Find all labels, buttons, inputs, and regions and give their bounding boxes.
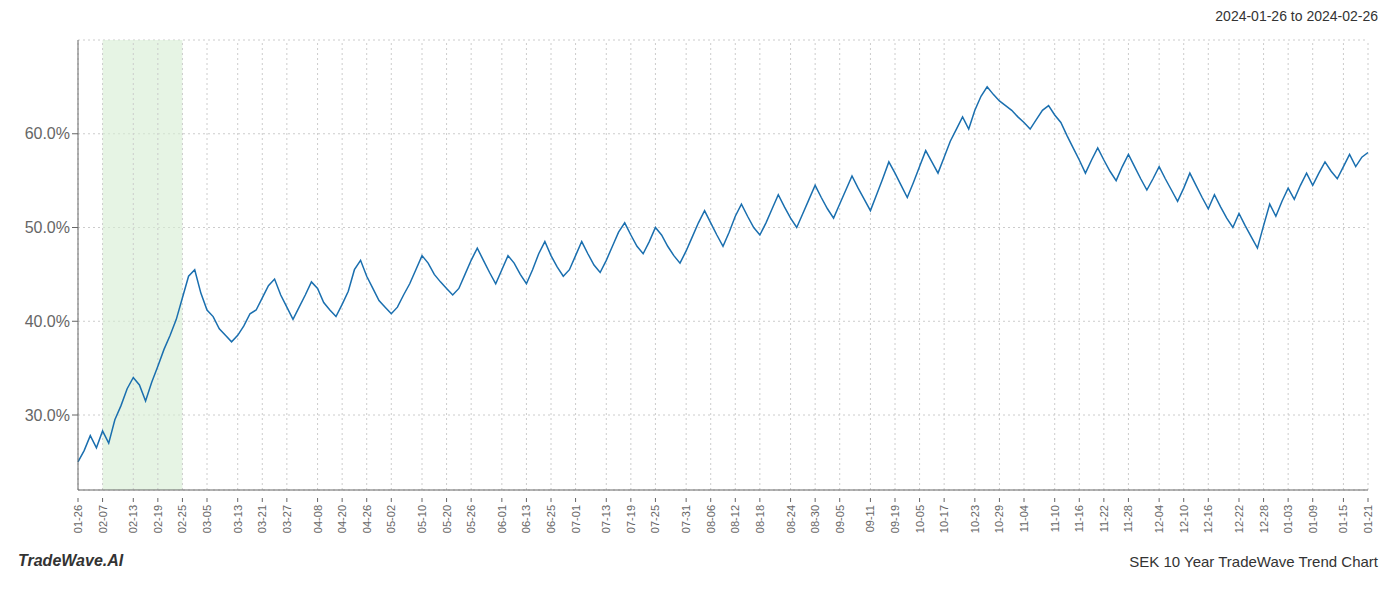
svg-text:12-10: 12-10 (1178, 505, 1190, 533)
html-text:2024-01-26 to 2024-02-26: 2024-01-26 to 2024-02-26 (1215, 8, 1378, 24)
svg-text:03-27: 03-27 (281, 505, 293, 533)
svg-text:01-03: 01-03 (1282, 505, 1294, 533)
svg-text:30.0%: 30.0% (25, 407, 70, 424)
svg-text:02-07: 02-07 (97, 505, 109, 533)
svg-text:06-13: 06-13 (520, 505, 532, 533)
svg-text:05-26: 05-26 (465, 505, 477, 533)
svg-text:08-24: 08-24 (785, 505, 797, 533)
svg-text:01-26: 01-26 (72, 505, 84, 533)
svg-text:06-01: 06-01 (496, 505, 508, 533)
svg-text:05-20: 05-20 (441, 505, 453, 533)
svg-text:07-01: 07-01 (570, 505, 582, 533)
svg-text:10-23: 10-23 (969, 505, 981, 533)
svg-text:40.0%: 40.0% (25, 313, 70, 330)
svg-text:07-19: 07-19 (625, 505, 637, 533)
svg-text:11-04: 11-04 (1018, 505, 1030, 532)
svg-text:12-28: 12-28 (1258, 505, 1270, 533)
svg-text:10-05: 10-05 (914, 505, 926, 533)
svg-text:02-13: 02-13 (127, 505, 139, 533)
svg-text:02-25: 02-25 (176, 505, 188, 533)
svg-text:12-04: 12-04 (1153, 505, 1165, 533)
svg-text:09-11: 09-11 (864, 505, 876, 532)
svg-text:11-28: 11-28 (1122, 505, 1134, 532)
svg-text:10-17: 10-17 (938, 505, 950, 533)
svg-text:03-13: 03-13 (232, 505, 244, 533)
svg-text:01-09: 01-09 (1307, 505, 1319, 533)
svg-text:04-20: 04-20 (336, 505, 348, 533)
svg-text:07-25: 07-25 (649, 505, 661, 533)
svg-text:11-10: 11-10 (1049, 505, 1061, 532)
svg-text:11-22: 11-22 (1098, 505, 1110, 532)
svg-text:06-25: 06-25 (545, 505, 557, 533)
svg-text:12-16: 12-16 (1202, 505, 1214, 533)
svg-text:09-19: 09-19 (889, 505, 901, 533)
svg-text:03-21: 03-21 (256, 505, 268, 533)
svg-text:05-10: 05-10 (416, 505, 428, 533)
svg-text:08-30: 08-30 (809, 505, 821, 533)
svg-text:08-12: 08-12 (729, 505, 741, 533)
svg-text:02-19: 02-19 (152, 505, 164, 533)
svg-text:04-26: 04-26 (361, 505, 373, 533)
svg-text:12-22: 12-22 (1233, 505, 1245, 533)
svg-text:60.0%: 60.0% (25, 125, 70, 142)
html-text:SEK 10 Year TradeWave Trend Ch: SEK 10 Year TradeWave Trend Chart (1129, 553, 1378, 570)
html-text:TradeWave.AI: TradeWave.AI (18, 552, 124, 569)
svg-text:10-29: 10-29 (993, 505, 1005, 533)
svg-text:11-16: 11-16 (1073, 505, 1085, 532)
svg-text:03-05: 03-05 (201, 505, 213, 533)
svg-text:50.0%: 50.0% (25, 219, 70, 236)
svg-text:07-31: 07-31 (680, 505, 692, 533)
svg-text:04-08: 04-08 (312, 505, 324, 533)
svg-text:01-15: 01-15 (1337, 505, 1349, 533)
svg-text:05-02: 05-02 (385, 505, 397, 533)
svg-text:08-06: 08-06 (705, 505, 717, 533)
svg-text:07-13: 07-13 (600, 505, 612, 533)
svg-text:08-18: 08-18 (754, 505, 766, 533)
svg-text:09-05: 09-05 (834, 505, 846, 533)
svg-text:01-21: 01-21 (1362, 505, 1374, 533)
